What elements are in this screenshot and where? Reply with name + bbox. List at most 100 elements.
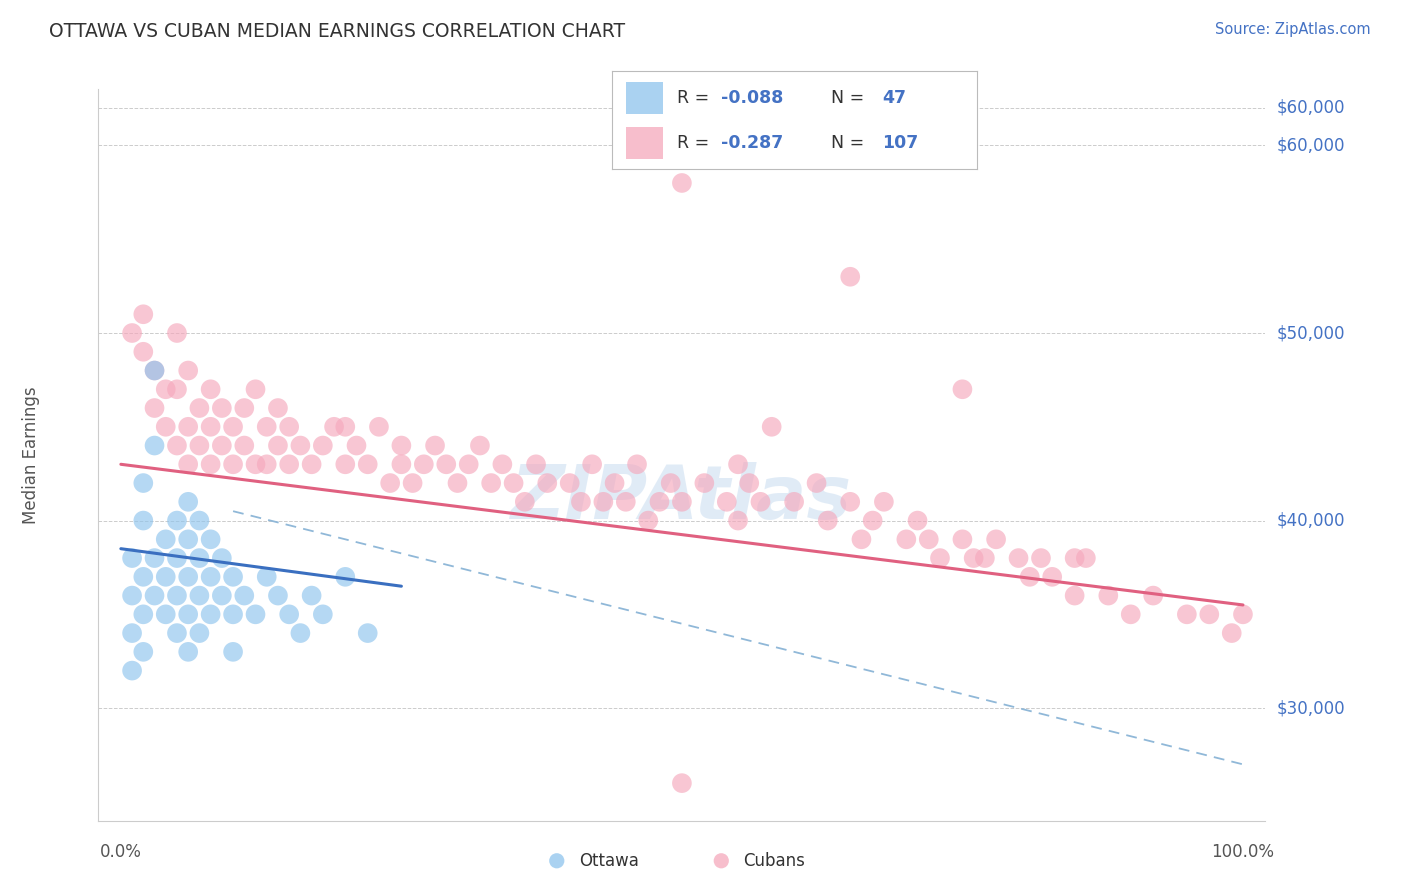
Point — [648, 495, 671, 509]
Point — [245, 607, 267, 622]
Point — [806, 476, 828, 491]
Point — [200, 419, 222, 434]
Point — [312, 607, 335, 622]
Point — [952, 382, 974, 396]
Point — [984, 533, 1007, 547]
Text: ZIPAtlas: ZIPAtlas — [512, 462, 852, 535]
Point — [143, 551, 166, 566]
Point — [569, 495, 592, 509]
Point — [132, 476, 155, 491]
Point — [592, 495, 614, 509]
Point — [581, 458, 603, 472]
Point — [973, 551, 995, 566]
Point — [301, 458, 323, 472]
Point — [188, 589, 211, 603]
Point — [335, 458, 357, 472]
Point — [290, 626, 312, 640]
Point — [335, 419, 357, 434]
Text: -0.287: -0.287 — [721, 134, 783, 152]
Point — [143, 401, 166, 415]
Text: R =: R = — [678, 89, 716, 107]
Text: Median Earnings: Median Earnings — [22, 386, 41, 524]
Point — [346, 438, 368, 452]
Point — [188, 626, 211, 640]
Point — [335, 570, 357, 584]
Point — [200, 570, 222, 584]
Point — [896, 533, 918, 547]
Point — [278, 607, 301, 622]
Point — [479, 476, 502, 491]
Text: $60,000: $60,000 — [1277, 99, 1346, 117]
Point — [468, 438, 491, 452]
Point — [222, 570, 245, 584]
Point — [457, 458, 479, 472]
Point — [177, 570, 200, 584]
Point — [907, 514, 929, 528]
Point — [851, 533, 873, 547]
Point — [710, 854, 733, 868]
Point — [267, 438, 290, 452]
Point — [166, 326, 188, 340]
Point — [290, 438, 312, 452]
Point — [952, 533, 974, 547]
Point — [233, 589, 256, 603]
Point — [166, 626, 188, 640]
Point — [716, 495, 738, 509]
Point — [166, 551, 188, 566]
Bar — [626, 82, 662, 113]
Point — [761, 419, 783, 434]
Point — [671, 176, 693, 190]
Point — [513, 495, 536, 509]
Point — [378, 476, 402, 491]
Text: N =: N = — [831, 134, 870, 152]
Text: R =: R = — [678, 134, 716, 152]
Point — [143, 363, 166, 377]
Point — [166, 589, 188, 603]
Point — [1063, 551, 1085, 566]
Point — [357, 626, 380, 640]
Point — [177, 458, 200, 472]
Point — [1175, 607, 1198, 622]
Text: OTTAWA VS CUBAN MEDIAN EARNINGS CORRELATION CHART: OTTAWA VS CUBAN MEDIAN EARNINGS CORRELAT… — [49, 22, 626, 41]
Bar — [626, 128, 662, 159]
Text: $60,000: $60,000 — [1277, 136, 1346, 154]
Point — [177, 533, 200, 547]
Text: Source: ZipAtlas.com: Source: ZipAtlas.com — [1215, 22, 1371, 37]
Point — [166, 382, 188, 396]
Point — [177, 363, 200, 377]
Point — [278, 458, 301, 472]
Point — [222, 458, 245, 472]
Point — [1018, 570, 1040, 584]
Point — [536, 476, 558, 491]
Point — [727, 514, 749, 528]
Point — [693, 476, 716, 491]
Point — [671, 776, 693, 790]
Point — [132, 514, 155, 528]
Point — [132, 570, 155, 584]
Point — [434, 458, 457, 472]
Text: Cubans: Cubans — [744, 852, 806, 870]
Point — [155, 419, 177, 434]
Point — [166, 438, 188, 452]
Text: N =: N = — [831, 89, 870, 107]
Point — [256, 419, 278, 434]
Point — [1063, 589, 1085, 603]
Point — [1142, 589, 1164, 603]
Point — [222, 645, 245, 659]
Point — [256, 570, 278, 584]
Point — [862, 514, 884, 528]
Text: $30,000: $30,000 — [1277, 699, 1346, 717]
Point — [1074, 551, 1097, 566]
Text: -0.088: -0.088 — [721, 89, 783, 107]
Point — [839, 269, 862, 284]
Point — [1232, 607, 1254, 622]
Point — [671, 495, 693, 509]
Point — [267, 401, 290, 415]
Text: 107: 107 — [882, 134, 918, 152]
Point — [222, 607, 245, 622]
Point — [121, 589, 143, 603]
Point — [211, 551, 233, 566]
Text: $40,000: $40,000 — [1277, 512, 1346, 530]
Point — [1198, 607, 1220, 622]
Point — [546, 854, 568, 868]
